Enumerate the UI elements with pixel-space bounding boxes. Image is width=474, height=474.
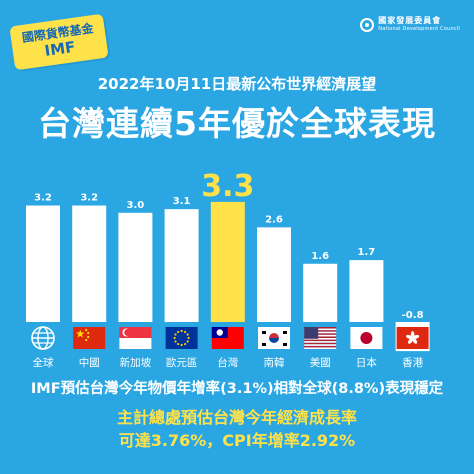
korea-flag-icon [258, 327, 290, 349]
hongkong-flag-icon [396, 327, 429, 349]
growth-bar-chart: 3.2 全球 3.2 中國 3.0 新加坡 3.1 歐元區 3.3 台灣 2.6 南韓 1.6 美國 1.7… [26, 169, 430, 369]
bar-8 [349, 260, 384, 322]
badge-line2: IMF [43, 37, 77, 60]
bar-7 [303, 263, 338, 322]
usa-flag-icon [304, 327, 337, 349]
eu-flag-icon [165, 327, 198, 349]
ndc-logo-icon [360, 18, 375, 32]
footer-note: IMF預估台灣今年物價年增率(3.1%)相對全球(8.8%)表現穩定 [30, 381, 444, 397]
category-label-1: 全球 [33, 356, 54, 369]
category-label-6: 南韓 [264, 356, 285, 369]
value-label-3: 3.0 [127, 200, 145, 211]
category-label-5: 台灣 [217, 356, 238, 369]
category-label-9: 香港 [402, 357, 423, 369]
page-title: 台灣連續5年優於全球表現 [38, 104, 436, 143]
category-label-8: 日本 [356, 356, 377, 369]
organization-logo: 國家發展委員會 National Development Council [360, 16, 460, 34]
footer-highlight-1: 主計總處預估台灣今年經濟成長率 [116, 408, 357, 427]
value-label-7: 1.6 [311, 251, 329, 262]
china-flag-icon [73, 327, 106, 349]
category-label-3: 新加坡 [120, 356, 152, 369]
value-label-6: 2.6 [265, 214, 283, 225]
category-label-2: 中國 [79, 356, 100, 369]
bar-5 [210, 201, 245, 322]
organization-name: 國家發展委員會 [378, 16, 442, 25]
footer-highlight-2: 可達3.76%，CPI年增率2.92% [118, 431, 356, 450]
globe-icon [31, 326, 55, 350]
value-label-8: 1.7 [358, 247, 376, 258]
bar-3 [118, 212, 153, 322]
value-label-4: 3.1 [173, 196, 191, 207]
value-label-2: 3.2 [80, 193, 98, 204]
bar-4 [164, 209, 199, 322]
taiwan-flag-icon [211, 327, 244, 349]
bar-1 [26, 205, 60, 322]
subtitle: 2022年10月11日最新公布世界經濟展望 [97, 75, 377, 93]
singapore-flag-icon [119, 327, 152, 349]
organization-english: National Development Council [378, 26, 460, 32]
value-label-9: -0.8 [402, 310, 424, 321]
bar-6 [257, 227, 291, 322]
value-label-1: 3.2 [34, 193, 52, 204]
japan-flag-icon [350, 327, 383, 349]
bar-2 [72, 205, 107, 322]
value-label-5: 3.3 [201, 169, 254, 204]
category-label-7: 美國 [310, 356, 331, 369]
category-label-4: 歐元區 [166, 356, 198, 369]
imf-badge: 國際貨幣基金 IMF [9, 13, 109, 71]
